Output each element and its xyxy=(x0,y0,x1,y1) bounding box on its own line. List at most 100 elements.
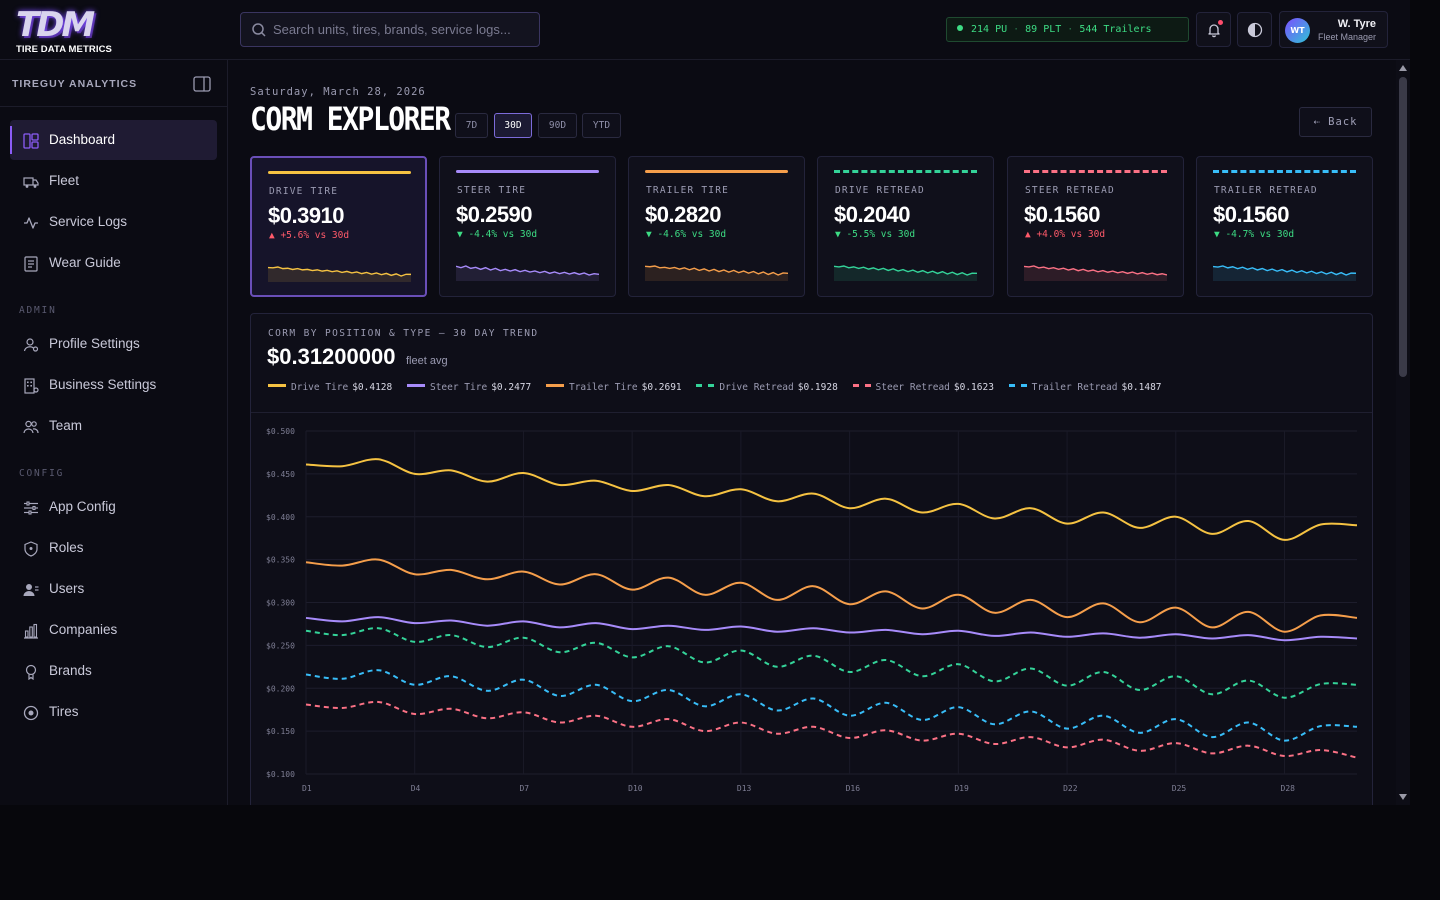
kpi-card-steer-tire[interactable]: STEER TIRE $0.2590 ▼ -4.4% vs 30d xyxy=(439,156,616,297)
current-date: Saturday, March 28, 2026 xyxy=(250,86,426,98)
x-tick-label: D7 xyxy=(519,784,529,793)
sidebar-item-app-config[interactable]: App Config xyxy=(10,487,217,527)
scrollbar-thumb[interactable] xyxy=(1399,77,1407,377)
sidebar-item-fleet[interactable]: Fleet xyxy=(10,161,217,201)
series-line-drive-retread xyxy=(305,627,1358,699)
back-button[interactable]: ⇠ Back xyxy=(1299,107,1372,137)
arrow-left-icon: ⇠ xyxy=(1313,116,1329,128)
legend-item-trailer-retread[interactable]: Trailer Retread $0.1487 xyxy=(1008,382,1162,393)
x-tick-label: D22 xyxy=(1063,784,1078,793)
building-icon xyxy=(24,378,39,394)
range-30d-button[interactable]: 30D xyxy=(494,113,532,138)
shield-icon xyxy=(24,541,38,557)
legend-item-trailer-tire[interactable]: Trailer Tire $0.2691 xyxy=(545,382,682,393)
sidebar-item-label: Service Logs xyxy=(49,214,128,229)
kpi-sparkline xyxy=(456,265,599,281)
notifications-button[interactable] xyxy=(1196,12,1231,47)
brand-logo[interactable]: TDM TIRE DATA METRICS xyxy=(16,8,120,56)
sidebar-item-label: Wear Guide xyxy=(49,255,121,270)
x-tick-label: D1 xyxy=(302,784,312,793)
series-line-drive-tire xyxy=(305,458,1358,541)
sidebar-item-companies[interactable]: Companies xyxy=(10,610,217,650)
legend-item-steer-tire[interactable]: Steer Tire $0.2477 xyxy=(406,382,532,393)
logo-mark: TDM xyxy=(16,5,95,45)
sidebar: TIREGUY ANALYTICS Dashboard Fleet Servic… xyxy=(0,60,228,805)
sidebar-item-label: Fleet xyxy=(49,173,80,188)
theme-toggle-button[interactable] xyxy=(1237,12,1272,47)
legend-label: Trailer Tire xyxy=(568,382,638,393)
y-tick-label: $0.500 xyxy=(266,427,295,436)
sidebar-item-team[interactable]: Team xyxy=(10,406,217,446)
avatar: WT xyxy=(1285,18,1310,43)
sidebar-collapse-icon[interactable] xyxy=(193,76,211,92)
sparkline-line xyxy=(1213,265,1356,276)
user-role: Fleet Manager xyxy=(1317,32,1376,42)
legend-swatch xyxy=(406,384,425,387)
top-bar: TDM TIRE DATA METRICS 214 PU·89 PLT·544 … xyxy=(0,0,1410,60)
fleet-status-pill: 214 PU · 89 PLT · 544 Trailers xyxy=(946,17,1189,42)
kpi-card-drive-tire[interactable]: DRIVE TIRE $0.3910 ▲ +5.6% vs 30d xyxy=(250,156,427,297)
kpi-card-trailer-retread[interactable]: TRAILER RETREAD $0.1560 ▼ -4.7% vs 30d xyxy=(1196,156,1373,297)
legend-value: $0.2477 xyxy=(491,382,532,393)
sidebar-item-service-logs[interactable]: Service Logs xyxy=(10,202,217,242)
kpi-value: $0.1560 xyxy=(1213,202,1290,227)
scroll-up-icon[interactable] xyxy=(1399,65,1407,71)
kpi-card-trailer-tire[interactable]: TRAILER TIRE $0.2820 ▼ -4.6% vs 30d xyxy=(628,156,805,297)
main-scrollbar[interactable] xyxy=(1396,60,1410,805)
legend-swatch xyxy=(545,384,564,387)
kpi-delta: ▲ +4.0% vs 30d xyxy=(1025,229,1106,240)
range-90d-button[interactable]: 90D xyxy=(538,113,577,138)
search-input[interactable] xyxy=(273,13,535,46)
back-label: Back xyxy=(1328,116,1358,128)
kpi-value: $0.1560 xyxy=(1024,202,1101,227)
kpi-card-steer-retread[interactable]: STEER RETREAD $0.1560 ▲ +4.0% vs 30d xyxy=(1007,156,1184,297)
legend-value: $0.4128 xyxy=(352,382,393,393)
series-line-steer-retread xyxy=(305,700,1358,759)
sidebar-item-dashboard[interactable]: Dashboard xyxy=(10,120,217,160)
sidebar-item-profile-settings[interactable]: Profile Settings xyxy=(10,324,217,364)
y-tick-label: $0.350 xyxy=(266,556,295,565)
kpi-sparkline xyxy=(834,265,977,281)
user-menu[interactable]: WT W. Tyre Fleet Manager xyxy=(1279,11,1388,48)
sidebar-item-roles[interactable]: Roles xyxy=(10,528,217,568)
kpi-color-bar xyxy=(1213,170,1356,173)
legend-label: Steer Retread xyxy=(875,382,950,393)
kpi-sparkline xyxy=(1024,265,1167,281)
sidebar-item-users[interactable]: Users xyxy=(10,569,217,609)
kpi-delta: ▼ -4.6% vs 30d xyxy=(646,229,727,240)
tire-icon xyxy=(23,705,39,721)
legend-item-steer-retread[interactable]: Steer Retread $0.1623 xyxy=(852,382,994,393)
sparkline-line xyxy=(268,266,411,277)
legend-value: $0.1623 xyxy=(953,382,994,393)
scroll-down-icon[interactable] xyxy=(1399,794,1407,800)
y-tick-label: $0.400 xyxy=(266,513,295,522)
sidebar-item-brands[interactable]: Brands xyxy=(10,651,217,691)
range-7d-button[interactable]: 7D xyxy=(455,113,488,138)
org-header: TIREGUY ANALYTICS xyxy=(0,60,227,107)
x-tick-label: D4 xyxy=(411,784,421,793)
kpi-sparkline xyxy=(645,265,788,281)
fleet-pu-count: 214 PU xyxy=(971,24,1008,35)
x-tick-label: D25 xyxy=(1172,784,1187,793)
sidebar-item-label: Users xyxy=(49,581,85,596)
legend-item-drive-tire[interactable]: Drive Tire $0.4128 xyxy=(268,382,392,393)
legend-value: $0.1487 xyxy=(1121,382,1162,393)
sliders-icon xyxy=(24,501,38,515)
sidebar-item-tires[interactable]: Tires xyxy=(10,692,217,732)
kpi-label: STEER RETREAD xyxy=(1025,185,1115,196)
legend-swatch xyxy=(1008,384,1027,387)
sidebar-item-business-settings[interactable]: Business Settings xyxy=(10,365,217,405)
range-ytd-button[interactable]: YTD xyxy=(582,113,621,138)
config-section-label: CONFIG xyxy=(19,468,65,479)
y-tick-label: $0.150 xyxy=(266,727,295,736)
legend-item-drive-retread[interactable]: Drive Retread $0.1928 xyxy=(696,382,838,393)
kpi-value: $0.2820 xyxy=(645,202,722,227)
kpi-card-drive-retread[interactable]: DRIVE RETREAD $0.2040 ▼ -5.5% vs 30d xyxy=(817,156,994,297)
fleet-avg-value: $0.31200000 xyxy=(267,344,396,369)
x-tick-label: D16 xyxy=(846,784,861,793)
kpi-delta: ▼ -4.7% vs 30d xyxy=(1214,229,1295,240)
sidebar-item-wear-guide[interactable]: Wear Guide xyxy=(10,243,217,283)
page-title: CORM EXPLORER xyxy=(250,100,451,138)
legend-swatch xyxy=(696,384,715,387)
bell-icon xyxy=(1208,24,1220,38)
